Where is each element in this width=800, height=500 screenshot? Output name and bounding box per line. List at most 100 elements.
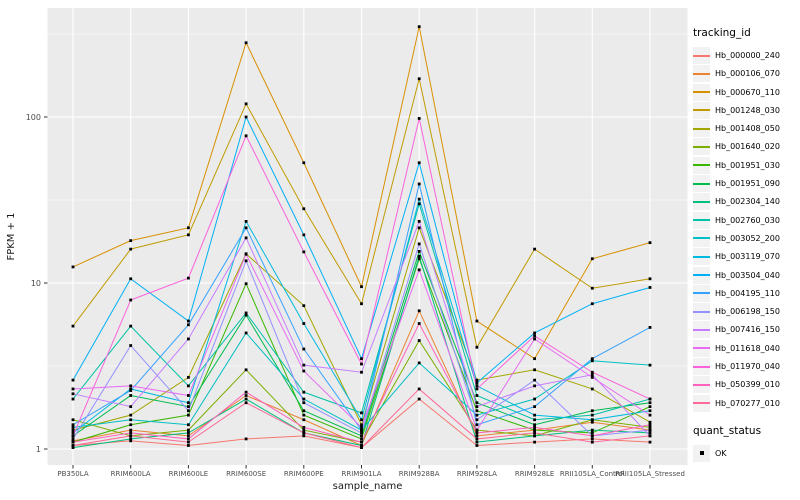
data-point xyxy=(648,440,652,444)
legend-entry: Hb_000670_110 xyxy=(693,83,800,101)
data-point xyxy=(648,434,652,438)
data-point xyxy=(302,347,306,351)
data-point xyxy=(129,405,133,409)
data-point xyxy=(590,434,594,438)
data-point xyxy=(533,431,536,435)
data-point xyxy=(533,384,536,388)
data-point xyxy=(475,384,479,388)
data-point xyxy=(475,387,479,391)
data-point xyxy=(187,440,190,444)
data-point xyxy=(417,339,421,342)
x-tick-label-RRIM928BA: RRIM928BA xyxy=(399,470,440,478)
data-point xyxy=(302,207,306,211)
data-point xyxy=(475,423,479,427)
data-point xyxy=(244,220,248,223)
data-point xyxy=(417,202,421,206)
data-point xyxy=(302,434,306,438)
plot-panel xyxy=(47,8,688,465)
data-point xyxy=(129,344,133,347)
data-point xyxy=(475,413,479,417)
x-tick-label-RRII105LA_Control: RRII105LA_Control xyxy=(560,470,625,478)
legend-entry-label: Hb_002304_140 xyxy=(715,197,780,207)
legend-line-icon xyxy=(693,127,710,130)
data-point xyxy=(244,41,248,45)
data-point xyxy=(360,418,363,422)
data-point xyxy=(533,378,536,382)
legend-key xyxy=(693,175,710,193)
data-point xyxy=(244,313,248,317)
data-point xyxy=(648,286,652,289)
legend-entry: Hb_001248_030 xyxy=(693,101,800,119)
legend-line-icon xyxy=(693,274,710,277)
data-point xyxy=(187,409,190,413)
data-point xyxy=(129,428,133,432)
data-point xyxy=(244,368,248,372)
data-point xyxy=(648,413,652,417)
data-point xyxy=(302,409,306,413)
data-point xyxy=(475,440,479,444)
data-point xyxy=(533,397,536,401)
data-point xyxy=(129,387,133,391)
data-point xyxy=(590,375,594,379)
data-point xyxy=(71,378,75,382)
data-point xyxy=(533,434,536,438)
data-point xyxy=(187,323,190,327)
legend-line-icon xyxy=(693,164,710,167)
data-point xyxy=(648,405,652,409)
data-point xyxy=(187,276,190,280)
y-tick-label-10: 10 xyxy=(31,279,41,288)
data-point xyxy=(187,375,190,379)
data-point xyxy=(360,425,363,429)
data-point xyxy=(244,282,248,286)
data-point xyxy=(360,428,363,432)
data-point xyxy=(475,381,479,385)
legend-entry: Hb_003119_070 xyxy=(693,248,800,266)
legend-entry-label: Hb_000106_070 xyxy=(715,69,780,79)
legend-entry-label: Hb_002760_030 xyxy=(715,215,780,225)
legend-entry: Hb_002304_140 xyxy=(693,193,800,211)
legend-line-icon xyxy=(693,72,710,75)
data-point xyxy=(417,254,421,258)
data-point xyxy=(129,277,133,281)
data-point xyxy=(590,373,594,377)
legend-line-icon xyxy=(693,365,710,368)
legend-key xyxy=(693,120,710,138)
data-point xyxy=(360,440,363,444)
data-point xyxy=(71,392,75,396)
x-tick-label-RRIM928LE: RRIM928LE xyxy=(515,470,555,478)
legend-entry: Hb_007416_150 xyxy=(693,321,800,339)
data-point xyxy=(360,431,363,435)
data-point xyxy=(360,437,363,441)
data-point xyxy=(533,368,536,372)
data-point xyxy=(129,239,133,243)
data-point xyxy=(417,226,421,230)
data-point xyxy=(590,418,594,422)
data-point xyxy=(590,428,594,432)
data-point xyxy=(244,226,248,230)
legend-entry: Hb_004195_110 xyxy=(693,284,800,302)
x-tick-label-RRIM600PE: RRIM600PE xyxy=(284,470,324,478)
legend-line-icon xyxy=(693,109,710,112)
data-point xyxy=(187,401,190,405)
data-point xyxy=(648,428,652,432)
legend-entry: Hb_001640_020 xyxy=(693,138,800,156)
legend-entry: Hb_006198_150 xyxy=(693,303,800,321)
data-point xyxy=(360,446,363,449)
data-point xyxy=(302,418,306,422)
x-tick-label-RRIM600LA: RRIM600LA xyxy=(111,470,151,478)
legend-key xyxy=(693,339,710,357)
x-axis-title: sample_name xyxy=(333,481,403,492)
data-point xyxy=(648,241,652,245)
data-point xyxy=(187,413,190,417)
data-point xyxy=(302,369,306,373)
data-point xyxy=(302,322,306,325)
data-point xyxy=(244,311,248,315)
data-point xyxy=(71,324,75,328)
data-point xyxy=(244,134,248,138)
legend-entry-ok: OK xyxy=(693,444,800,462)
data-point xyxy=(417,387,421,391)
data-point xyxy=(648,326,652,329)
legend-key xyxy=(693,248,710,266)
data-point xyxy=(475,431,479,435)
